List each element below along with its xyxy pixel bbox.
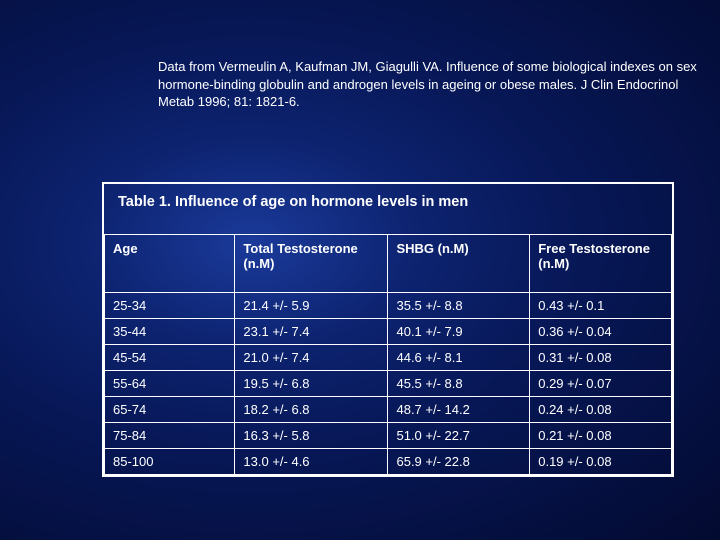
col-header-total-t: Total Testosterone (n.M) [235, 235, 388, 293]
cell-age: 85-100 [105, 449, 235, 475]
hormone-table: Age Total Testosterone (n.M) SHBG (n.M) … [104, 234, 672, 475]
cell-free-t: 0.19 +/- 0.08 [530, 449, 672, 475]
cell-age: 35-44 [105, 319, 235, 345]
cell-age: 75-84 [105, 423, 235, 449]
citation-text: Data from Vermeulin A, Kaufman JM, Giagu… [158, 58, 698, 111]
cell-total-t: 19.5 +/- 6.8 [235, 371, 388, 397]
data-table-container: Table 1. Influence of age on hormone lev… [102, 182, 674, 477]
cell-shbg: 44.6 +/- 8.1 [388, 345, 530, 371]
cell-free-t: 0.21 +/- 0.08 [530, 423, 672, 449]
cell-age: 45-54 [105, 345, 235, 371]
cell-total-t: 18.2 +/- 6.8 [235, 397, 388, 423]
cell-free-t: 0.43 +/- 0.1 [530, 293, 672, 319]
cell-total-t: 21.4 +/- 5.9 [235, 293, 388, 319]
table-row: 35-44 23.1 +/- 7.4 40.1 +/- 7.9 0.36 +/-… [105, 319, 672, 345]
col-header-free-t: Free Testosterone (n.M) [530, 235, 672, 293]
cell-shbg: 65.9 +/- 22.8 [388, 449, 530, 475]
cell-age: 65-74 [105, 397, 235, 423]
cell-total-t: 23.1 +/- 7.4 [235, 319, 388, 345]
cell-age: 55-64 [105, 371, 235, 397]
table-header-row: Age Total Testosterone (n.M) SHBG (n.M) … [105, 235, 672, 293]
col-header-shbg: SHBG (n.M) [388, 235, 530, 293]
cell-age: 25-34 [105, 293, 235, 319]
cell-shbg: 35.5 +/- 8.8 [388, 293, 530, 319]
cell-free-t: 0.36 +/- 0.04 [530, 319, 672, 345]
col-header-age: Age [105, 235, 235, 293]
cell-shbg: 48.7 +/- 14.2 [388, 397, 530, 423]
cell-total-t: 13.0 +/- 4.6 [235, 449, 388, 475]
cell-total-t: 21.0 +/- 7.4 [235, 345, 388, 371]
table-row: 85-100 13.0 +/- 4.6 65.9 +/- 22.8 0.19 +… [105, 449, 672, 475]
cell-free-t: 0.29 +/- 0.07 [530, 371, 672, 397]
table-row: 55-64 19.5 +/- 6.8 45.5 +/- 8.8 0.29 +/-… [105, 371, 672, 397]
table-row: 45-54 21.0 +/- 7.4 44.6 +/- 8.1 0.31 +/-… [105, 345, 672, 371]
cell-shbg: 51.0 +/- 22.7 [388, 423, 530, 449]
cell-free-t: 0.24 +/- 0.08 [530, 397, 672, 423]
cell-shbg: 40.1 +/- 7.9 [388, 319, 530, 345]
cell-shbg: 45.5 +/- 8.8 [388, 371, 530, 397]
table-row: 65-74 18.2 +/- 6.8 48.7 +/- 14.2 0.24 +/… [105, 397, 672, 423]
table-title: Table 1. Influence of age on hormone lev… [104, 184, 672, 234]
table-row: 75-84 16.3 +/- 5.8 51.0 +/- 22.7 0.21 +/… [105, 423, 672, 449]
cell-free-t: 0.31 +/- 0.08 [530, 345, 672, 371]
table-row: 25-34 21.4 +/- 5.9 35.5 +/- 8.8 0.43 +/-… [105, 293, 672, 319]
cell-total-t: 16.3 +/- 5.8 [235, 423, 388, 449]
